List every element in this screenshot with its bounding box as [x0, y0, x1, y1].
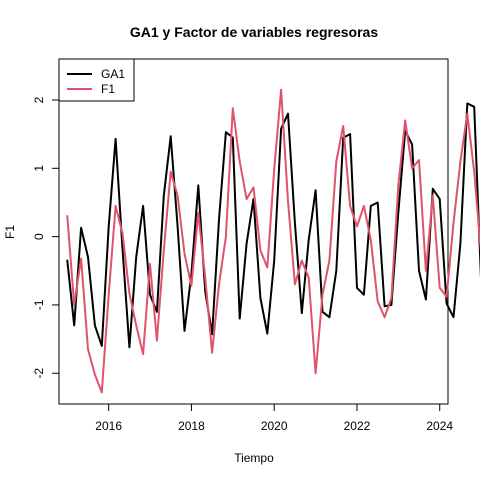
legend-label-f1: F1: [101, 82, 115, 96]
y-tick-label: 1: [32, 165, 46, 172]
x-tick-label: 2016: [95, 419, 122, 433]
x-axis-label: Tiempo: [234, 451, 274, 465]
x-tick-label: 2018: [178, 419, 205, 433]
x-tick-label: 2022: [344, 419, 371, 433]
legend: GA1 F1: [58, 58, 135, 102]
legend-label-ga1: GA1: [101, 67, 125, 81]
plot-box: [58, 58, 449, 405]
series-layer: [66, 88, 480, 394]
x-axis: 2016 2018 2020 2022 2024: [95, 404, 453, 433]
y-axis-label: F1: [3, 225, 17, 239]
legend-box: [58, 58, 135, 102]
y-tick-label: 2: [32, 96, 46, 103]
x-tick-label: 2020: [261, 419, 288, 433]
x-tick-label: 2024: [426, 419, 453, 433]
y-tick-label: 0: [32, 233, 46, 240]
y-tick-label: -2: [32, 368, 46, 379]
chart-title: GA1 y Factor de variables regresoras: [130, 24, 378, 40]
y-tick-label: -1: [32, 299, 46, 310]
y-axis: -2 -1 0 1 2: [32, 96, 59, 379]
series-line-f1: [66, 88, 480, 394]
